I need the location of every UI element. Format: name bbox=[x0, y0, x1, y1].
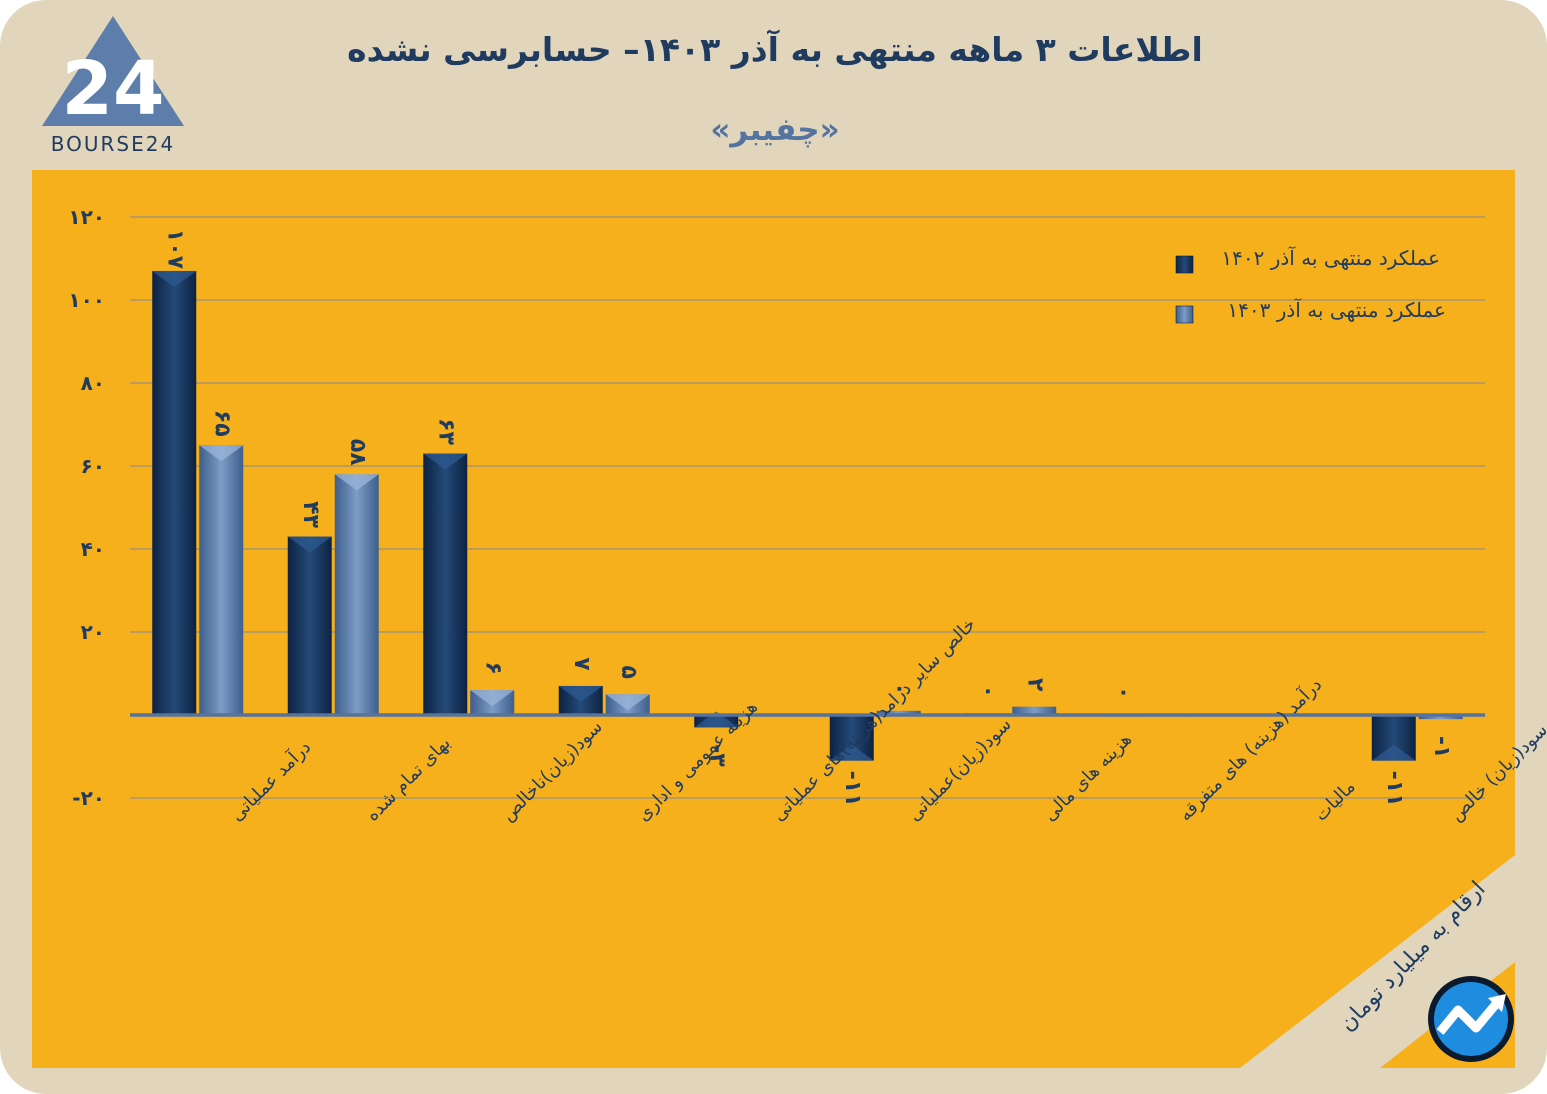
legend-label-1402: عملکرد منتهی به آذر ۱۴۰۲ bbox=[1221, 246, 1440, 270]
logo-numeral: 24 bbox=[62, 46, 165, 132]
chart-title: اطلاعات ۳ ماهه منتهی به آذر ۱۴۰۳– حسابرس… bbox=[347, 30, 1203, 69]
legend-swatch bbox=[1175, 305, 1194, 324]
y-tick-label: ۲۰ bbox=[81, 620, 105, 644]
bourse24-logo: 24 BOURSE24 bbox=[42, 16, 184, 156]
data-label: ۵ bbox=[616, 666, 641, 679]
bar-cap bbox=[694, 711, 739, 728]
data-label: ۰ bbox=[975, 685, 1000, 698]
bar-cap bbox=[829, 744, 874, 761]
y-tick-label: ۱۰۰ bbox=[68, 288, 105, 312]
data-label: -۱۱ bbox=[840, 771, 865, 807]
bar-cap bbox=[1371, 744, 1416, 761]
bar-cap bbox=[334, 474, 379, 491]
data-label: ۵۸ bbox=[345, 439, 370, 466]
trend-logo-icon bbox=[1428, 976, 1514, 1062]
plot-area bbox=[32, 170, 1515, 1068]
logo-text: BOURSE24 bbox=[51, 132, 175, 156]
bar-cap bbox=[605, 694, 650, 711]
bar bbox=[334, 474, 379, 715]
y-tick-label: ۸۰ bbox=[81, 371, 105, 395]
bar bbox=[1418, 715, 1463, 720]
data-label: ۱۰۷ bbox=[162, 229, 187, 270]
y-tick-label: ۱۲۰ bbox=[68, 205, 105, 229]
data-label: ۲ bbox=[1022, 678, 1047, 692]
legend-swatch bbox=[1175, 255, 1194, 274]
bar-cap bbox=[152, 270, 197, 287]
data-label: -۱۱ bbox=[1382, 771, 1407, 807]
bar-cap bbox=[287, 536, 332, 553]
bar-cap bbox=[558, 685, 603, 702]
data-label: -۳ bbox=[704, 744, 729, 767]
y-tick-label: ۴۰ bbox=[81, 537, 105, 561]
bar bbox=[287, 536, 332, 715]
logo-triangle bbox=[42, 16, 184, 126]
bar-cap bbox=[423, 453, 468, 470]
bar bbox=[1012, 706, 1057, 715]
bar bbox=[152, 270, 197, 715]
data-label: -۱ bbox=[1429, 736, 1454, 759]
legend-label-1403: عملکرد منتهی به آذر ۱۴۰۳ bbox=[1227, 298, 1446, 322]
data-label: ۶ bbox=[480, 661, 505, 674]
bar-cap bbox=[470, 690, 515, 707]
chart-subtitle: «چفیبر» bbox=[710, 112, 840, 148]
data-label: ۶۳ bbox=[433, 418, 458, 445]
y-tick-label: -۲۰ bbox=[72, 786, 105, 810]
data-label: ۷ bbox=[569, 657, 594, 671]
bar-cap bbox=[199, 445, 244, 462]
bar bbox=[199, 445, 244, 715]
data-label: ۰ bbox=[887, 682, 912, 695]
bar bbox=[423, 453, 468, 715]
data-label: ۴۳ bbox=[298, 501, 323, 528]
data-label: ۰ bbox=[1111, 686, 1136, 699]
data-label: ۶۵ bbox=[209, 410, 234, 437]
y-tick-label: ۶۰ bbox=[81, 454, 105, 478]
bar bbox=[876, 710, 921, 715]
